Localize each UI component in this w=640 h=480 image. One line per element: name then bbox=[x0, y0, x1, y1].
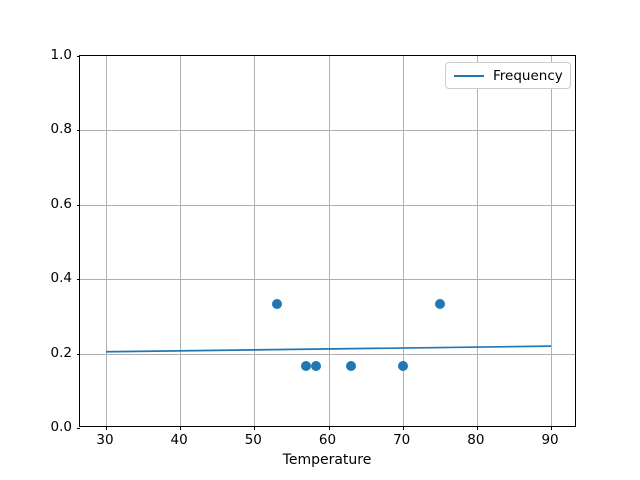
y-tick-mark bbox=[76, 204, 80, 206]
plot-axes bbox=[76, 55, 576, 430]
y-gridline bbox=[80, 130, 575, 132]
y-gridline bbox=[80, 353, 575, 355]
x-tick-mark bbox=[328, 426, 330, 430]
legend-box[interactable]: Frequency bbox=[445, 62, 571, 89]
x-tick-mark bbox=[476, 426, 478, 430]
x-tick-label: 40 bbox=[170, 432, 188, 448]
x-axis-label: Temperature bbox=[282, 452, 372, 468]
x-gridline bbox=[476, 56, 478, 426]
y-tick-label: 0.6 bbox=[50, 195, 72, 212]
x-gridline bbox=[105, 56, 107, 426]
x-tick-label: 70 bbox=[393, 432, 411, 448]
x-tick-mark bbox=[180, 426, 182, 430]
y-tick-label: 1.0 bbox=[50, 47, 72, 63]
scatter-point bbox=[310, 360, 321, 371]
gridlines bbox=[80, 56, 575, 426]
y-gridline bbox=[80, 204, 575, 206]
x-tick-mark bbox=[105, 426, 107, 430]
x-tick-mark bbox=[254, 426, 256, 430]
scatter-point bbox=[345, 360, 356, 371]
scatter-point bbox=[301, 360, 312, 371]
data-layer bbox=[80, 56, 575, 426]
y-tick-mark bbox=[76, 279, 80, 281]
y-tick-label: 0.4 bbox=[50, 270, 72, 287]
x-tick-label: 80 bbox=[467, 432, 485, 448]
x-gridline bbox=[180, 56, 182, 426]
x-tick-label: 60 bbox=[318, 432, 337, 448]
legend-line-swatch bbox=[454, 74, 484, 77]
y-tick-mark bbox=[76, 56, 80, 57]
y-tick-mark bbox=[76, 353, 80, 355]
x-tick-label: 50 bbox=[244, 432, 262, 448]
y-tick-mark bbox=[76, 428, 80, 429]
scatter-point bbox=[397, 360, 408, 371]
scatter-point bbox=[434, 299, 445, 310]
x-tick-mark bbox=[402, 426, 404, 430]
x-tick-label: 30 bbox=[96, 432, 114, 448]
legend-label-frequency: Frequency bbox=[493, 67, 563, 84]
x-gridline bbox=[402, 56, 404, 426]
x-gridline bbox=[551, 56, 553, 426]
y-tick-mark bbox=[76, 130, 80, 132]
x-tick-mark bbox=[551, 426, 553, 430]
y-gridline bbox=[80, 279, 575, 281]
frequency-line bbox=[105, 345, 552, 353]
scatter-point bbox=[271, 299, 282, 310]
y-tick-label: 0.8 bbox=[50, 121, 72, 138]
y-tick-label: 0.2 bbox=[50, 344, 72, 361]
x-tick-label: 90 bbox=[541, 432, 559, 448]
x-gridline bbox=[254, 56, 256, 426]
x-gridline bbox=[328, 56, 330, 426]
y-tick-label: 0.0 bbox=[50, 419, 72, 435]
